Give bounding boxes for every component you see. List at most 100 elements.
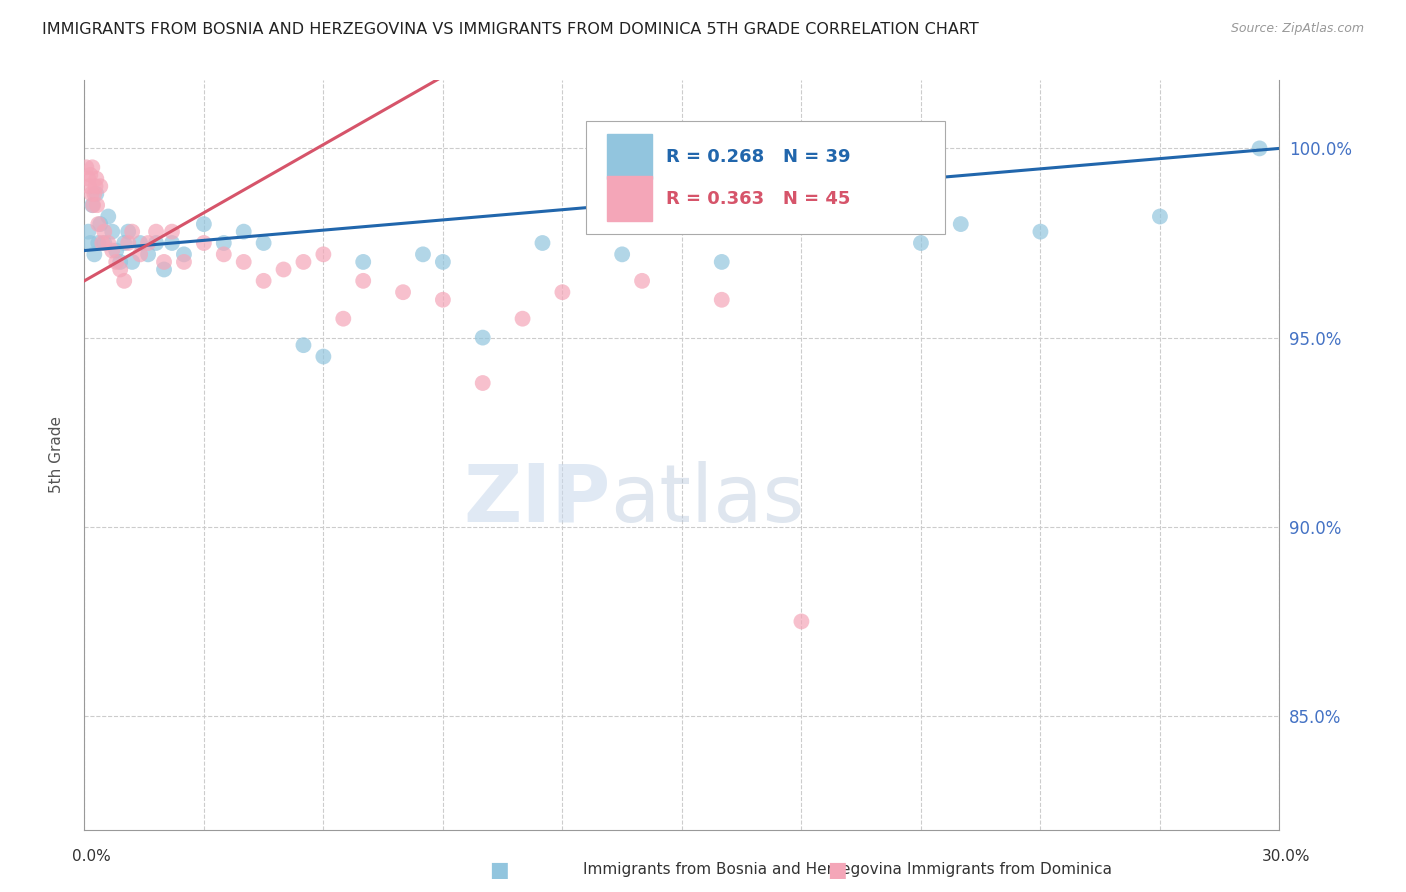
- Point: [77, 225, 100, 239]
- Point: [392, 285, 415, 300]
- Point: [1029, 225, 1052, 239]
- Text: IMMIGRANTS FROM BOSNIA AND HERZEGOVINA VS IMMIGRANTS FROM DOMINICA 5TH GRADE COR: IMMIGRANTS FROM BOSNIA AND HERZEGOVINA V…: [42, 22, 979, 37]
- Point: [352, 255, 374, 269]
- Point: [87, 235, 110, 250]
- Point: [790, 615, 813, 629]
- Point: [160, 235, 183, 250]
- Point: [77, 179, 100, 194]
- Point: [160, 225, 183, 239]
- Point: [86, 171, 108, 186]
- Point: [86, 198, 108, 212]
- Point: [292, 338, 315, 352]
- Point: [82, 198, 104, 212]
- Text: Source: ZipAtlas.com: Source: ZipAtlas.com: [1230, 22, 1364, 36]
- Point: [193, 235, 215, 250]
- Point: [105, 244, 128, 258]
- Point: [121, 225, 143, 239]
- Text: atlas: atlas: [610, 461, 804, 539]
- Point: [112, 235, 135, 250]
- Point: [87, 217, 110, 231]
- Point: [117, 235, 139, 250]
- Point: [710, 293, 733, 307]
- Point: [91, 235, 114, 250]
- Point: [631, 274, 654, 288]
- Point: [949, 217, 972, 231]
- Point: [253, 235, 276, 250]
- Point: [84, 179, 107, 194]
- Point: [80, 186, 103, 201]
- Point: [121, 255, 143, 269]
- Bar: [606, 177, 652, 221]
- Point: [352, 274, 374, 288]
- Point: [86, 186, 108, 201]
- Text: 0.0%: 0.0%: [72, 849, 111, 863]
- Point: [129, 247, 152, 261]
- Point: [83, 186, 105, 201]
- Point: [89, 217, 111, 231]
- Point: [93, 235, 115, 250]
- Point: [136, 247, 159, 261]
- Point: [82, 161, 104, 175]
- Point: [612, 247, 634, 261]
- Point: [232, 225, 254, 239]
- Point: [145, 225, 167, 239]
- Point: [153, 262, 176, 277]
- Text: ■: ■: [827, 860, 846, 880]
- Point: [110, 255, 132, 269]
- Text: ■: ■: [489, 860, 509, 880]
- Point: [101, 244, 124, 258]
- Point: [273, 262, 295, 277]
- Point: [1249, 141, 1271, 155]
- Point: [312, 247, 335, 261]
- Point: [471, 330, 494, 344]
- Text: ZIP: ZIP: [463, 461, 610, 539]
- Text: Immigrants from Dominica: Immigrants from Dominica: [907, 863, 1112, 877]
- Point: [253, 274, 276, 288]
- Point: [112, 274, 135, 288]
- Y-axis label: 5th Grade: 5th Grade: [49, 417, 63, 493]
- Point: [89, 179, 111, 194]
- Point: [292, 255, 315, 269]
- Point: [110, 262, 132, 277]
- Point: [136, 235, 159, 250]
- Point: [97, 210, 120, 224]
- Point: [93, 225, 115, 239]
- Point: [1149, 210, 1171, 224]
- Point: [173, 247, 195, 261]
- Point: [153, 255, 176, 269]
- Point: [212, 235, 235, 250]
- Point: [312, 350, 335, 364]
- Point: [512, 311, 534, 326]
- Text: R = 0.363   N = 45: R = 0.363 N = 45: [666, 190, 851, 208]
- Point: [193, 217, 215, 231]
- Point: [332, 311, 354, 326]
- Point: [412, 247, 434, 261]
- Text: Immigrants from Bosnia and Herzegovina: Immigrants from Bosnia and Herzegovina: [583, 863, 903, 877]
- Point: [117, 225, 139, 239]
- Point: [432, 255, 454, 269]
- Point: [105, 255, 128, 269]
- Point: [83, 247, 105, 261]
- FancyBboxPatch shape: [586, 121, 945, 234]
- Point: [910, 235, 932, 250]
- Point: [82, 198, 104, 212]
- Text: R = 0.268   N = 39: R = 0.268 N = 39: [666, 148, 851, 166]
- Point: [432, 293, 454, 307]
- Point: [531, 235, 554, 250]
- Point: [101, 225, 124, 239]
- Point: [212, 247, 235, 261]
- Point: [129, 235, 152, 250]
- Point: [145, 235, 167, 250]
- Point: [75, 161, 97, 175]
- Point: [77, 171, 100, 186]
- Point: [79, 235, 101, 250]
- Text: 30.0%: 30.0%: [1263, 849, 1310, 863]
- Point: [551, 285, 574, 300]
- Point: [173, 255, 195, 269]
- Point: [232, 255, 254, 269]
- Point: [79, 168, 101, 182]
- Point: [710, 255, 733, 269]
- Bar: [606, 134, 652, 179]
- Point: [471, 376, 494, 390]
- Point: [97, 235, 120, 250]
